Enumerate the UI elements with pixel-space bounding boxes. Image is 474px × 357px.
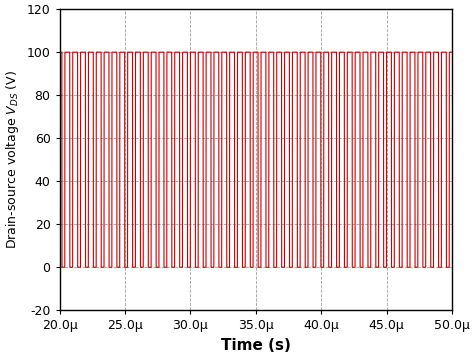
X-axis label: Time (s): Time (s)	[221, 338, 291, 353]
Y-axis label: Drain-source voltage $V_{DS}$ (V): Drain-source voltage $V_{DS}$ (V)	[4, 70, 21, 249]
